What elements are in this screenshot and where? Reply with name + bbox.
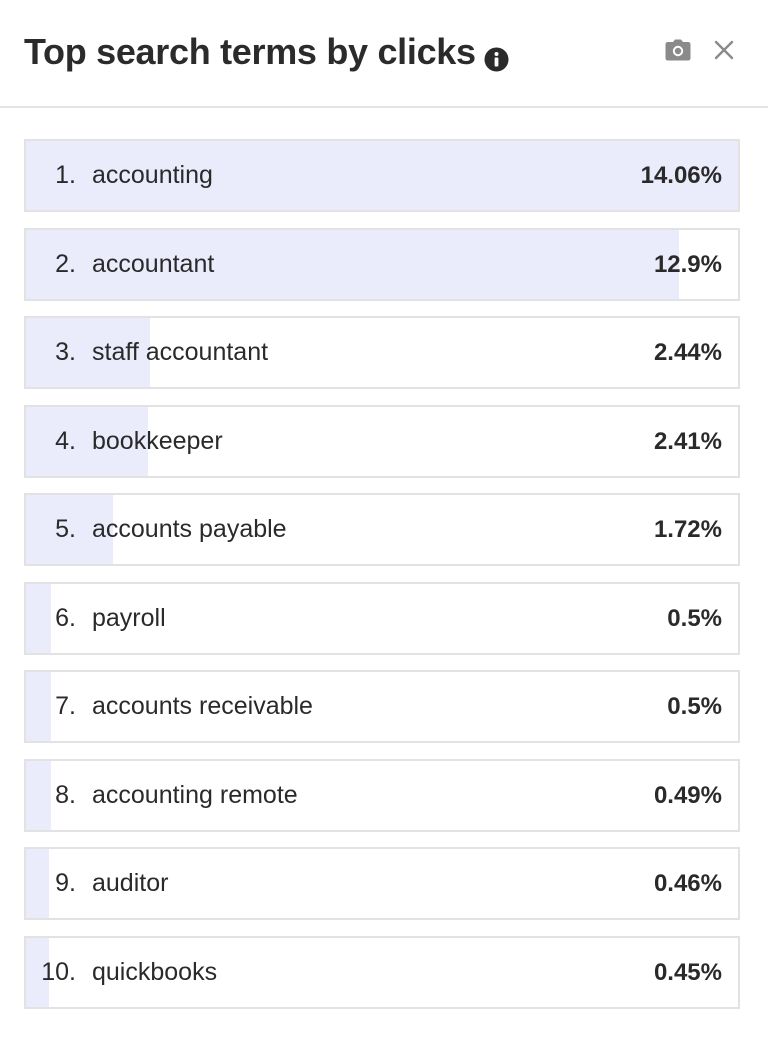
list-item[interactable]: 1. accounting 14.06% xyxy=(24,139,740,212)
term-label: accountant xyxy=(92,249,215,278)
widget-header: Top search terms by clicks xyxy=(0,0,768,108)
share-bar xyxy=(26,495,114,564)
share-bar xyxy=(26,406,149,476)
term-label: payroll xyxy=(92,603,166,632)
widget-title: Top search terms by clicks xyxy=(24,30,509,74)
close-icon[interactable] xyxy=(710,36,738,64)
term-label: bookkeeper xyxy=(92,426,223,455)
term-percentage: 2.41% xyxy=(653,427,722,455)
list-item[interactable]: 10. quickbooks 0.45% xyxy=(24,935,740,1009)
term-rank: 4. xyxy=(55,426,76,455)
camera-icon[interactable] xyxy=(664,36,692,64)
header-actions xyxy=(664,36,738,64)
term-label: accounting remote xyxy=(92,780,298,809)
share-bar xyxy=(26,672,52,741)
term-label: staff accountant xyxy=(92,338,269,366)
term-rank: 1. xyxy=(55,161,76,189)
term-rank: 8. xyxy=(55,780,76,809)
list-item[interactable]: 3. staff accountant 2.44% xyxy=(24,316,740,389)
share-bar xyxy=(26,318,150,387)
term-percentage: 14.06% xyxy=(640,162,722,189)
term-label: accounts payable xyxy=(92,515,287,543)
term-rank: 7. xyxy=(55,692,76,720)
term-rank: 2. xyxy=(55,249,76,278)
share-bar xyxy=(26,141,738,210)
share-bar xyxy=(26,849,50,918)
search-terms-list: 1. accounting 14.06% 2. accountant 12.9% 3. sta… xyxy=(24,139,740,1024)
term-percentage: 0.49% xyxy=(653,781,722,809)
widget-title-text: Top search terms by clicks xyxy=(24,31,476,72)
term-label: quickbooks xyxy=(92,957,218,986)
term-percentage: 0.5% xyxy=(667,693,722,720)
list-item[interactable]: 4. bookkeeper 2.41% xyxy=(24,404,740,478)
term-rank: 9. xyxy=(55,869,76,897)
info-icon[interactable] xyxy=(484,38,509,72)
term-percentage: 12.9% xyxy=(653,250,722,278)
term-percentage: 1.72% xyxy=(653,516,722,543)
term-rank: 3. xyxy=(55,338,76,366)
term-label: auditor xyxy=(92,869,169,897)
share-bar xyxy=(26,937,49,1007)
list-item[interactable]: 2. accountant 12.9% xyxy=(24,227,740,301)
term-percentage: 0.5% xyxy=(667,604,722,632)
term-rank: 10. xyxy=(41,957,76,986)
term-percentage: 0.45% xyxy=(653,958,722,986)
list-item[interactable]: 8. accounting remote 0.49% xyxy=(24,758,740,832)
term-percentage: 0.46% xyxy=(653,870,722,897)
term-label: accounts receivable xyxy=(92,692,313,720)
share-bar xyxy=(26,229,680,299)
term-rank: 6. xyxy=(55,603,76,632)
list-item[interactable]: 7. accounts receivable 0.5% xyxy=(24,670,740,743)
term-label: accounting xyxy=(92,161,213,189)
list-item[interactable]: 5. accounts payable 1.72% xyxy=(24,493,740,566)
term-percentage: 2.44% xyxy=(653,339,722,366)
list-item[interactable]: 9. auditor 0.46% xyxy=(24,847,740,920)
list-item[interactable]: 6. payroll 0.5% xyxy=(24,581,740,655)
term-rank: 5. xyxy=(55,515,76,543)
share-bar xyxy=(26,760,51,830)
share-bar xyxy=(26,583,52,653)
